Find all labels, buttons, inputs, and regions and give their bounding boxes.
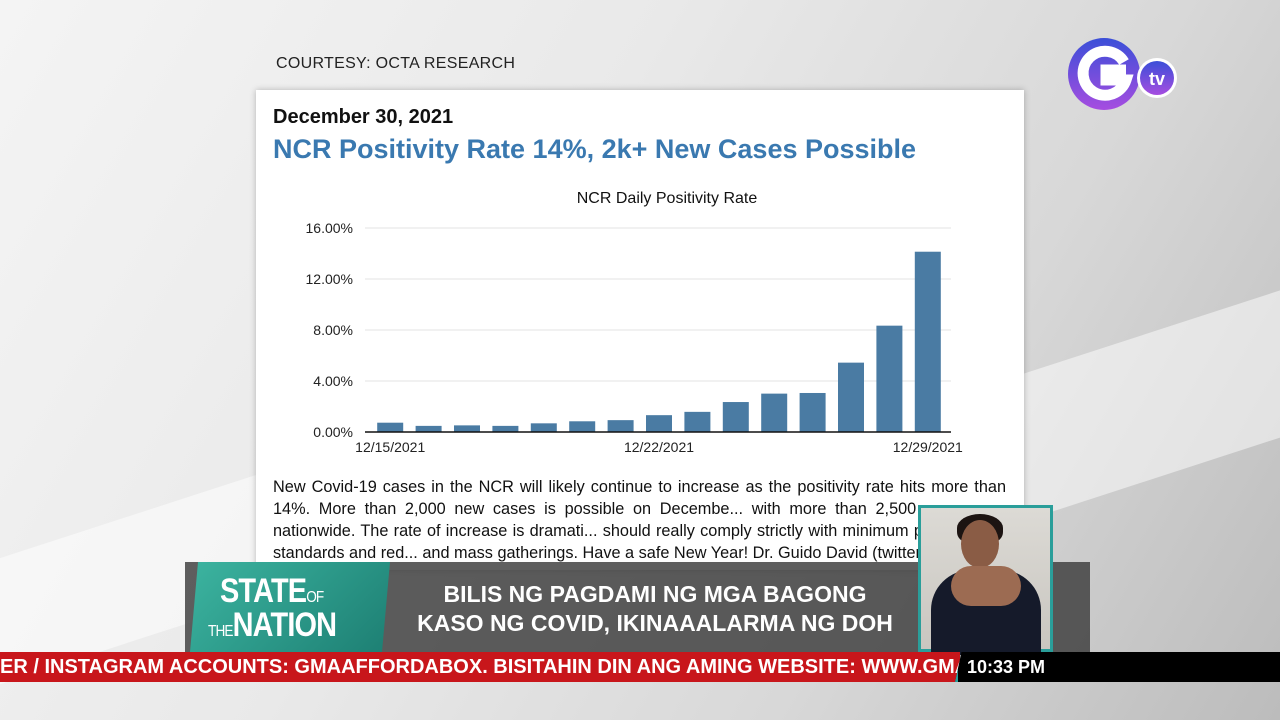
bar-12/27/2021 <box>838 362 864 432</box>
x-tick-label: 12/22/2021 <box>624 439 694 455</box>
y-tick-label: 16.00% <box>306 220 353 236</box>
headline-line-2: KASO NG COVID, IKINAAALARMA NG DOH <box>417 610 893 636</box>
headline-line-1: BILIS NG PAGDAMI NG MGA BAGONG <box>443 581 867 607</box>
bar-12/21/2021 <box>607 420 634 432</box>
bar-12/20/2021 <box>569 421 596 432</box>
y-tick-label: 0.00% <box>313 424 353 440</box>
bar-12/26/2021 <box>799 392 826 432</box>
y-tick-label: 4.00% <box>313 373 353 389</box>
card-date: December 30, 2021 <box>273 106 454 128</box>
y-tick-label: 8.00% <box>313 322 353 338</box>
bar-12/29/2021 <box>914 251 941 432</box>
bar-12/19/2021 <box>530 423 557 432</box>
bar-12/18/2021 <box>492 425 519 432</box>
time-box <box>955 652 1280 682</box>
bar-12/23/2021 <box>684 411 711 432</box>
bar-chart: 0.00% 4.00% 8.00% 12.00% 16.00% 12/15/2021 12/… <box>306 220 964 455</box>
y-tick-label: 12.00% <box>306 271 353 287</box>
research-card: December 30, 2021 NCR Positivity Rate 14… <box>256 90 1024 570</box>
lower-third-headline: BILIS NG PAGDAMI NG MGA BAGONG KASO NG C… <box>395 580 915 638</box>
bar-12/17/2021 <box>454 425 480 432</box>
card-body-text: New Covid-19 cases in the NCR will likel… <box>273 478 1006 562</box>
gtv-logo: tv <box>1068 38 1177 110</box>
chart-title: NCR Daily Positivity Rate <box>576 190 758 207</box>
sign-language-interpreter-inset <box>918 505 1053 655</box>
bar-12/28/2021 <box>876 325 903 432</box>
bar-12/16/2021 <box>415 425 442 432</box>
bar-12/22/2021 <box>646 415 672 432</box>
bar-12/24/2021 <box>722 402 749 432</box>
x-tick-label: 12/15/2021 <box>355 439 425 455</box>
svg-text:tv: tv <box>1149 69 1165 89</box>
bar-12/15/2021 <box>377 422 404 432</box>
state-of-the-nation-logo: STATEOF THENATION <box>190 562 390 652</box>
courtesy-label: COURTESY: OCTA RESEARCH <box>276 55 516 72</box>
x-tick-label: 12/29/2021 <box>893 439 963 455</box>
bar-12/25/2021 <box>761 393 788 432</box>
clock: 10:33 PM <box>967 657 1046 677</box>
news-ticker: ER / INSTAGRAM ACCOUNTS: GMAAFFORDABOX. … <box>0 652 960 682</box>
card-headline: NCR Positivity Rate 14%, 2k+ New Cases P… <box>273 134 917 164</box>
